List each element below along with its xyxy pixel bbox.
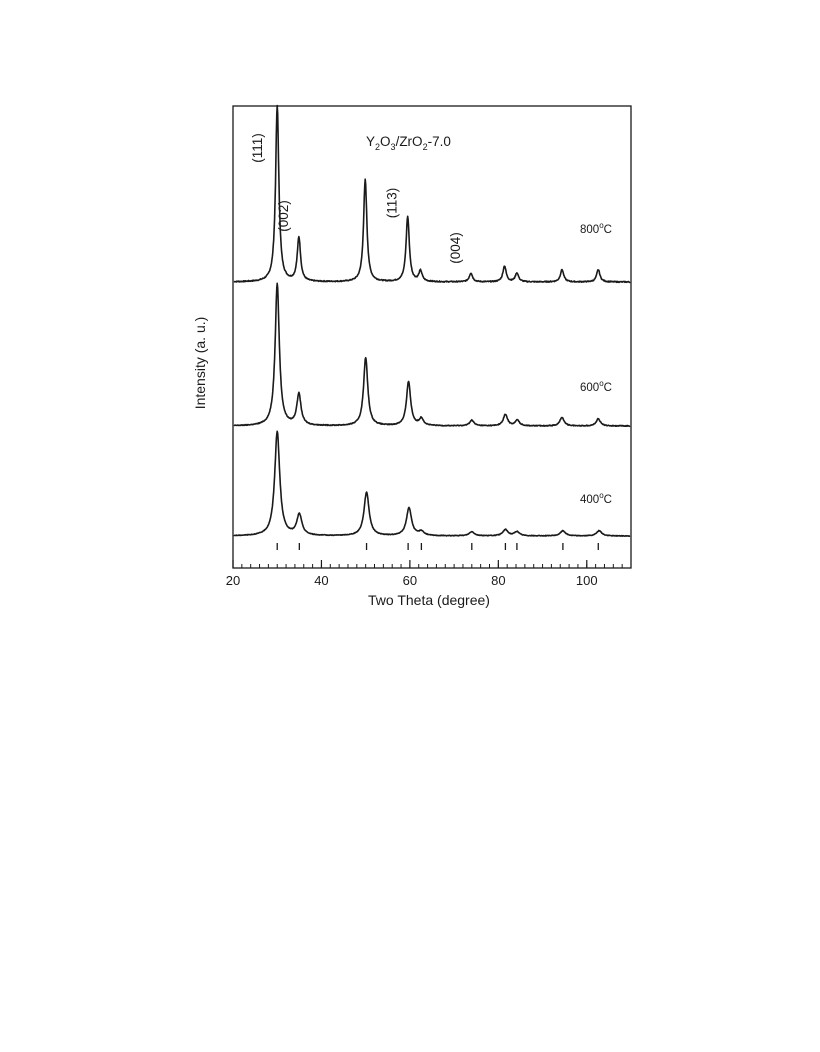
- x-minor-ticks: [232, 564, 632, 568]
- series-label: 400oC: [580, 491, 612, 506]
- x-tick-labels: 20 40 60 80 100: [226, 573, 598, 588]
- x-major-ticks: [232, 560, 588, 568]
- series-line: [233, 104, 631, 284]
- peak-annotation: (002): [276, 200, 291, 232]
- x-tick-label: 60: [403, 573, 417, 588]
- series-label: 600oC: [580, 379, 612, 394]
- peak-annotation: (111): [250, 133, 265, 163]
- series-line: [233, 430, 631, 537]
- y-axis-label: Intensity (a. u.): [192, 317, 208, 410]
- peak-annotation: (113): [385, 188, 400, 219]
- series-line: [233, 282, 631, 428]
- chart-title: Y2O3/ZrO2-7.0: [366, 134, 451, 152]
- peak-annotation: (004): [448, 232, 463, 264]
- reference-tick-marks: [276, 543, 599, 550]
- x-tick-label: 100: [576, 573, 598, 588]
- x-tick-label: 20: [226, 573, 240, 588]
- series-label: 800oC: [580, 221, 612, 236]
- plot-frame: [232, 105, 632, 569]
- series-group: [233, 104, 631, 537]
- x-axis-label: Two Theta (degree): [368, 592, 490, 608]
- series-labels: 800oC 600oC 400oC: [580, 221, 612, 506]
- x-tick-label: 80: [491, 573, 505, 588]
- peak-annotations: (111) (002) (113) (004): [250, 133, 463, 264]
- x-tick-label: 40: [314, 573, 328, 588]
